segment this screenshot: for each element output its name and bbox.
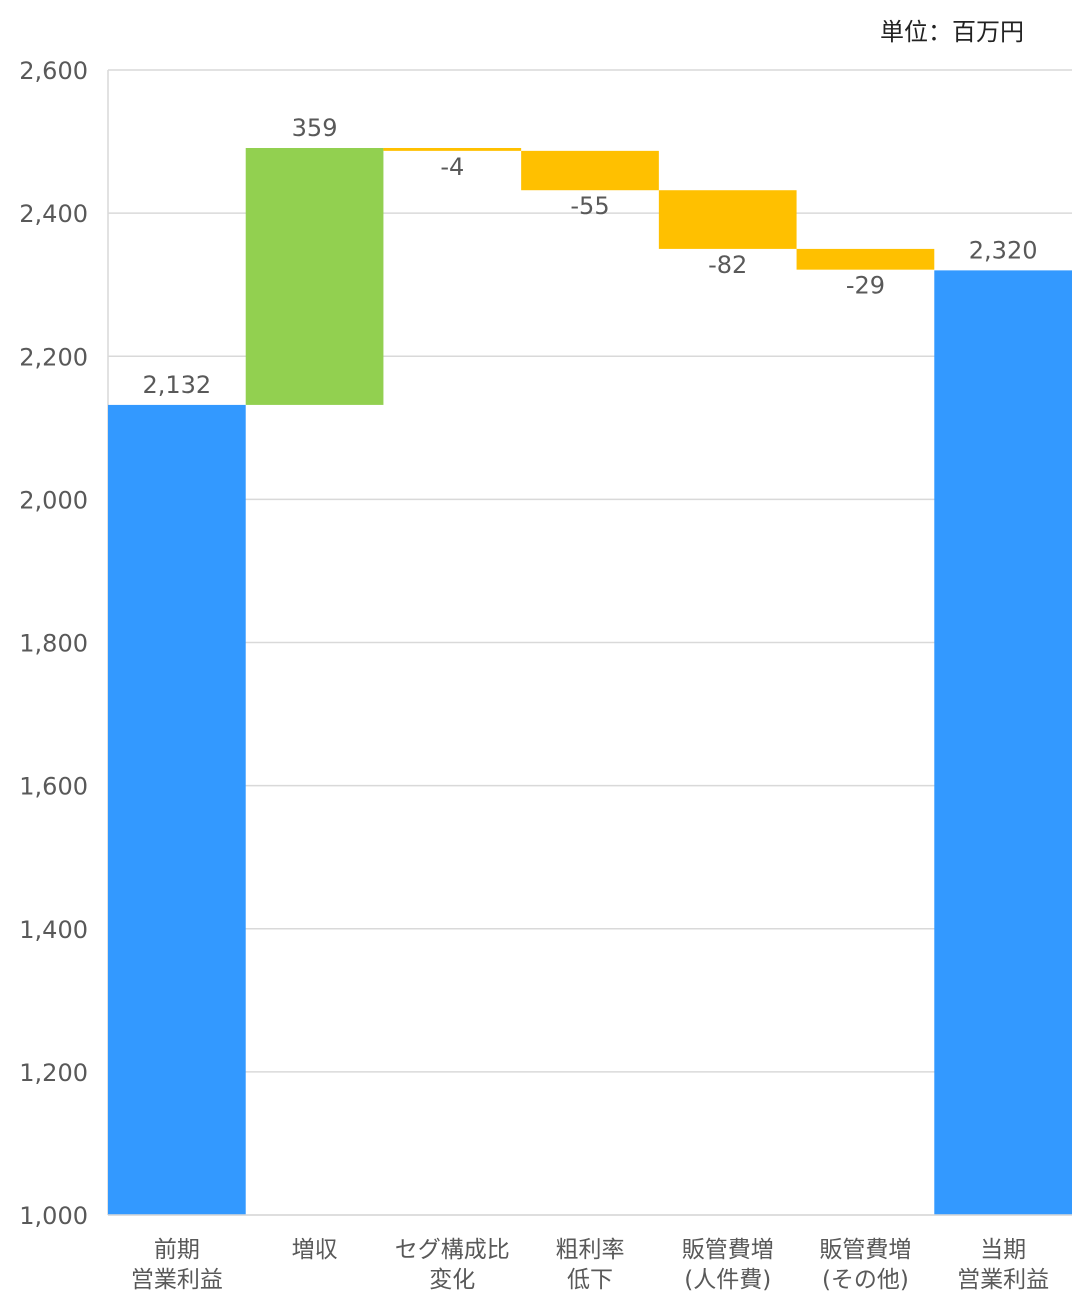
- bar-total: [934, 270, 1072, 1215]
- y-tick-label: 1,800: [19, 630, 88, 658]
- x-tick-label: 低下: [567, 1267, 613, 1293]
- unit-label: 単位：百万円: [880, 18, 1024, 46]
- y-tick-label: 2,400: [19, 200, 88, 228]
- x-tick-label: 営業利益: [131, 1267, 223, 1293]
- x-tick-label: 変化: [429, 1267, 475, 1293]
- bar-total: [108, 404, 246, 1216]
- data-label: 2,320: [969, 236, 1038, 264]
- data-label: -29: [846, 272, 885, 300]
- y-tick-label: 1,400: [19, 916, 88, 944]
- data-label: -55: [570, 192, 609, 220]
- x-tick-label: (人件費): [684, 1267, 771, 1293]
- x-tick-label: (その他): [822, 1267, 909, 1293]
- y-tick-label: 2,600: [19, 57, 88, 85]
- bar-decrease: [796, 248, 935, 270]
- data-label: -82: [708, 251, 747, 279]
- data-label: -4: [440, 153, 464, 181]
- data-label: 2,132: [142, 371, 211, 399]
- y-tick-label: 1,000: [19, 1202, 88, 1230]
- y-tick-label: 2,000: [19, 486, 88, 514]
- bar-decrease: [658, 190, 797, 249]
- x-tick-label: セグ構成比: [395, 1237, 510, 1263]
- x-tick-label: 当期: [980, 1237, 1026, 1263]
- x-tick-label: 販管費増: [819, 1237, 911, 1263]
- x-tick-label: 前期: [154, 1237, 200, 1263]
- bar-increase: [245, 148, 384, 405]
- x-tick-label: 粗利率: [556, 1237, 625, 1263]
- x-tick-label: 営業利益: [957, 1267, 1049, 1293]
- y-tick-label: 1,600: [19, 773, 88, 801]
- y-tick-label: 1,200: [19, 1059, 88, 1087]
- bar-decrease: [383, 148, 522, 151]
- x-tick-label: 増収: [292, 1237, 338, 1263]
- x-tick-label: 販管費増: [682, 1237, 774, 1263]
- y-tick-label: 2,200: [19, 343, 88, 371]
- bar-decrease: [521, 150, 659, 191]
- data-label: 359: [292, 114, 338, 142]
